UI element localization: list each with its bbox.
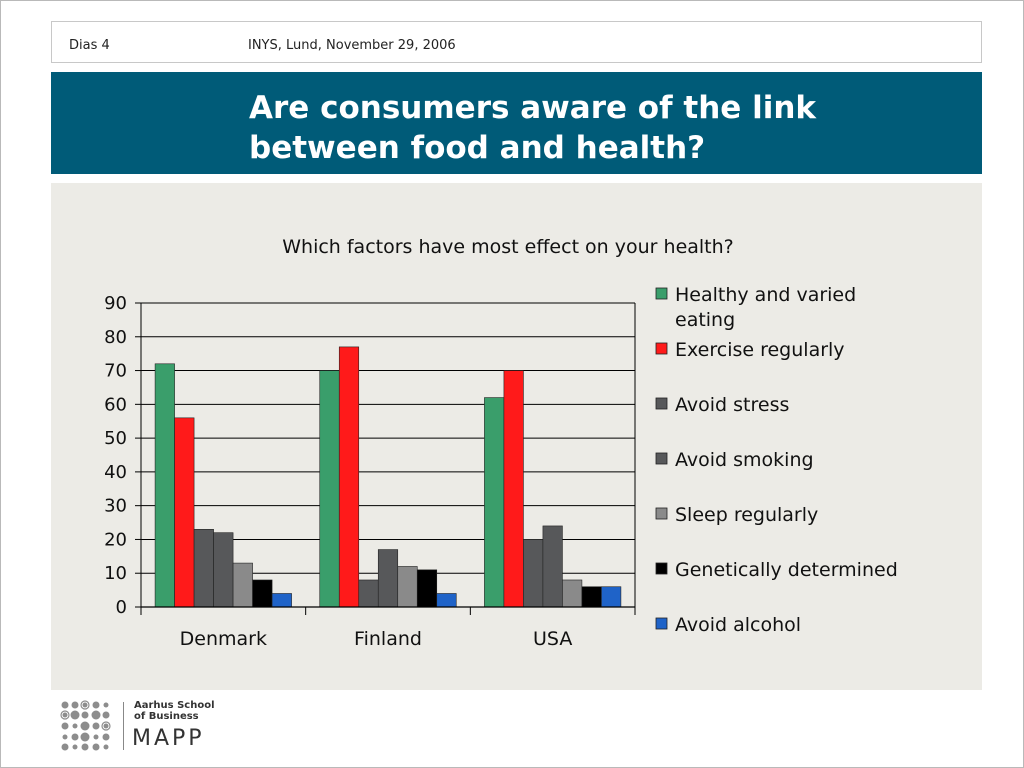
school-name: Aarhus School of Business — [134, 700, 224, 722]
slide-title: Are consumers aware of the link between … — [249, 88, 949, 168]
bar-sleep-regularly-usa — [562, 579, 583, 608]
legend-swatch — [655, 287, 668, 300]
mapp-wordmark: MAPP — [132, 726, 205, 751]
legend-swatch — [655, 617, 668, 630]
y-tick-label: 90 — [104, 293, 127, 314]
dot-grid-icon — [60, 700, 111, 751]
bar-avoid-stress-finland — [358, 579, 379, 608]
y-tick-label: 50 — [104, 428, 127, 449]
legend-label: Genetically determined — [675, 559, 898, 581]
y-tick-label: 70 — [104, 361, 127, 382]
legend-swatch — [655, 342, 668, 355]
bar-avoid-smoking-usa — [542, 525, 563, 608]
school-name-line-1: Aarhus School — [134, 700, 215, 711]
legend-label: Healthy and varied eating — [675, 284, 856, 331]
y-tick-label: 0 — [116, 597, 127, 618]
y-tick-label: 20 — [104, 529, 127, 550]
bar-avoid-stress-usa — [523, 539, 544, 608]
legend-swatch — [655, 507, 668, 520]
event-info: INYS, Lund, November 29, 2006 — [248, 38, 456, 53]
chart-title: Which factors have most effect on your h… — [282, 236, 734, 258]
bar-sleep-regularly-denmark — [232, 562, 253, 608]
y-tick-label: 30 — [104, 496, 127, 517]
header-bar: Dias 4 INYS, Lund, November 29, 2006 — [51, 21, 982, 63]
bar-exercise-regularly-usa — [503, 370, 524, 608]
school-name-line-2: of Business — [134, 711, 199, 722]
bar-exercise-regularly-denmark — [174, 417, 195, 608]
slide-title-line-1: Are consumers aware of the link — [249, 90, 817, 126]
bar-genetically-determined-finland — [416, 569, 438, 608]
bar-chart: Which factors have most effect on your h… — [104, 236, 898, 650]
legend-label: Avoid stress — [675, 394, 789, 416]
y-tick-label: 40 — [104, 462, 127, 483]
bar-avoid-smoking-finland — [377, 549, 399, 608]
bar-avoid-alcohol-finland — [436, 593, 457, 608]
y-tick-label: 80 — [104, 327, 127, 348]
bar-avoid-smoking-denmark — [213, 532, 234, 608]
school-logo: Aarhus School of Business MAPP — [58, 700, 228, 754]
y-tick-label: 60 — [104, 394, 127, 415]
x-category-label: Denmark — [180, 628, 267, 650]
bar-genetically-determined-denmark — [252, 579, 273, 608]
bar-healthy-and-varied-eating-usa — [484, 397, 505, 608]
content-panel: Which factors have most effect on your h… — [51, 183, 982, 690]
slide-number: Dias 4 — [69, 38, 110, 53]
bar-avoid-stress-denmark — [193, 529, 214, 608]
slide-title-line-2: between food and health? — [249, 130, 706, 166]
bar-healthy-and-varied-eating-finland — [319, 370, 340, 608]
logo-divider — [123, 702, 124, 750]
legend-swatch — [655, 452, 668, 465]
legend-label: Avoid alcohol — [675, 614, 801, 636]
title-band: Are consumers aware of the link between … — [51, 72, 982, 174]
bar-genetically-determined-usa — [581, 586, 602, 608]
bar-avoid-alcohol-usa — [601, 586, 622, 608]
legend-swatch — [655, 562, 668, 575]
x-category-label: Finland — [354, 628, 422, 650]
legend-label: Exercise regularly — [675, 339, 845, 361]
legend-swatch — [655, 397, 668, 410]
legend-label: Avoid smoking — [675, 449, 814, 471]
bar-sleep-regularly-finland — [397, 566, 418, 608]
x-category-label: USA — [533, 628, 572, 650]
bar-healthy-and-varied-eating-denmark — [154, 363, 175, 608]
legend-label: Sleep regularly — [675, 504, 818, 526]
bar-avoid-alcohol-denmark — [271, 593, 292, 608]
y-tick-label: 10 — [104, 563, 127, 584]
bar-exercise-regularly-finland — [338, 346, 360, 608]
